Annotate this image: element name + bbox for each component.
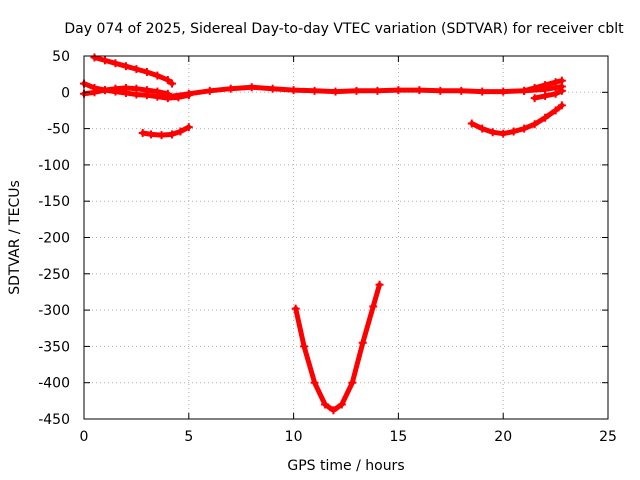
tick-layer: 0 5 10 15 20 25 50 0 -50 -100 -150 -200 -250 -300 -350… <box>38 49 617 445</box>
series-line <box>469 102 565 137</box>
series-arc-g <box>467 101 566 138</box>
y-tick-label: 0 <box>61 85 70 101</box>
series-line <box>293 282 382 413</box>
y-tick-label: -250 <box>38 267 70 283</box>
y-tick-label: -200 <box>38 231 70 247</box>
series-arc-i <box>530 86 566 103</box>
series-arc-d <box>163 82 566 101</box>
series-arc-a <box>90 53 177 88</box>
x-tick-label: 0 <box>80 429 89 445</box>
series-line <box>92 55 175 87</box>
x-axis-title: GPS time / hours <box>287 458 404 474</box>
y-tick-label: -100 <box>38 158 70 174</box>
y-tick-label: -450 <box>38 412 70 428</box>
y-tick-label: -50 <box>47 122 70 138</box>
grid-layer <box>84 56 608 419</box>
plot-frame <box>83 55 609 420</box>
x-tick-label: 5 <box>184 429 193 445</box>
series-arc-h <box>520 76 566 95</box>
x-tick-label: 15 <box>389 429 407 445</box>
y-axis-title: SDTVAR / TECUs <box>7 180 23 295</box>
y-tick-label: 50 <box>52 49 70 65</box>
series-layer <box>80 53 566 415</box>
series-arc-e <box>138 123 193 140</box>
y-tick-label: -150 <box>38 194 70 210</box>
y-tick-label: -400 <box>38 376 70 392</box>
x-tick-label: 25 <box>599 429 617 445</box>
chart-title: Day 074 of 2025, Sidereal Day-to-day VTE… <box>64 21 624 37</box>
series-line <box>532 88 565 101</box>
x-tick-label: 10 <box>285 429 303 445</box>
x-tick-label: 20 <box>494 429 512 445</box>
series-arc-f <box>291 280 384 415</box>
y-tick-label: -300 <box>38 303 70 319</box>
y-tick-label: -350 <box>38 339 70 355</box>
